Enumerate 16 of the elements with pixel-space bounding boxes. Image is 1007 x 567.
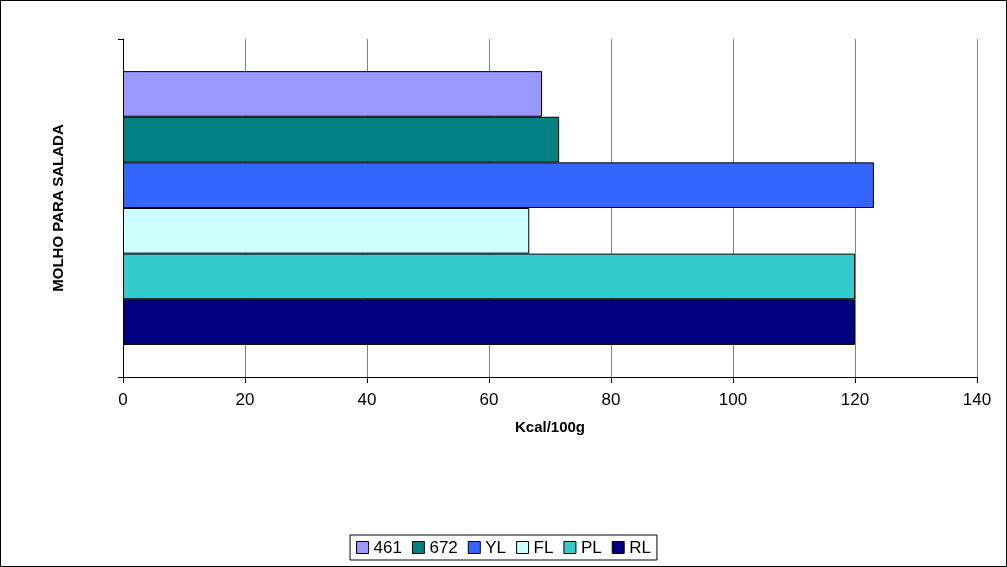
x-axis-title: Kcal/100g [514,418,586,435]
legend-label: YL [485,538,507,557]
legend-label: 461 [373,538,402,557]
legend-label: 672 [429,538,458,557]
legend-label: FL [533,538,554,557]
x-tick-label: 40 [357,390,377,409]
x-tick-label: 140 [962,390,992,409]
x-tick-label: 80 [601,390,621,409]
x-tick-label: 120 [840,390,870,409]
y-axis-title: MOLHO PARA SALADA [49,124,66,292]
legend-label: PL [580,538,602,557]
x-tick-label: 60 [479,390,499,409]
x-tick-label: 0 [118,390,128,409]
x-tick-label: 100 [718,390,748,409]
legend-label: RL [629,538,651,557]
x-tick-label: 20 [235,390,255,409]
